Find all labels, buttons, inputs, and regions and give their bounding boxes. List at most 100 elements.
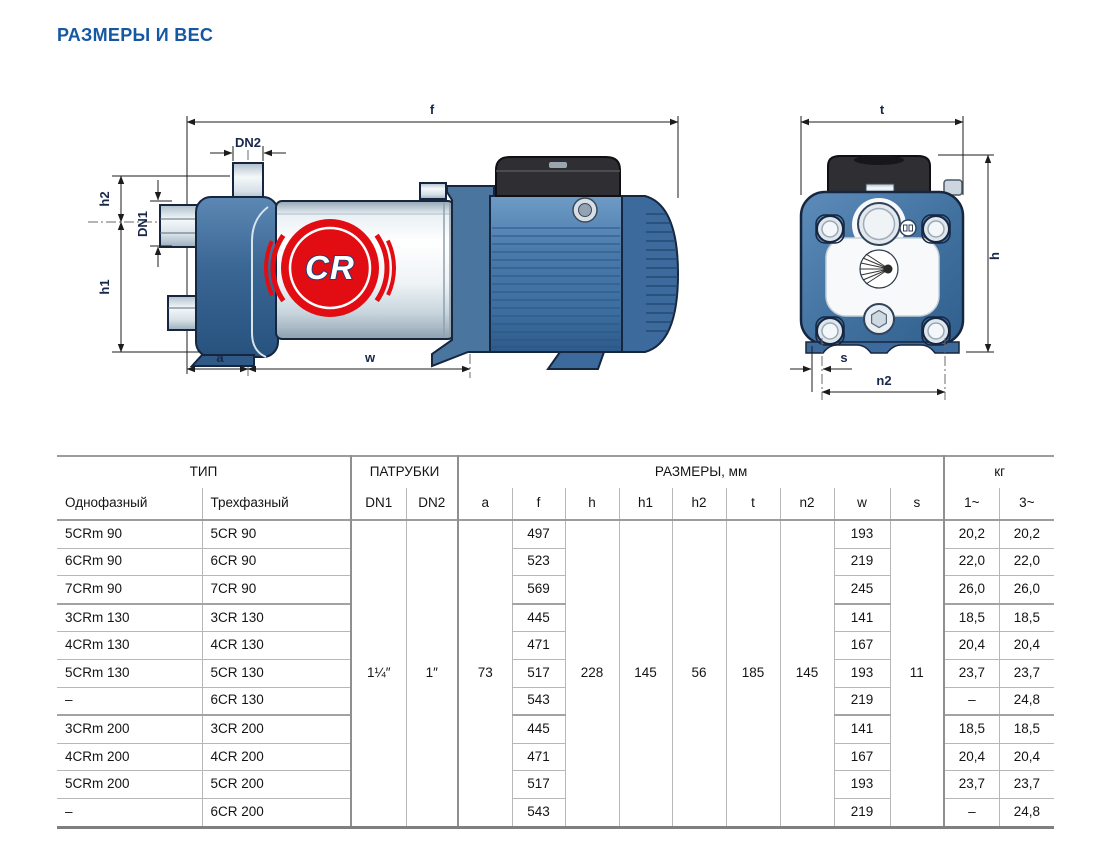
cell-three-phase: 5CR 200 [201, 770, 351, 799]
w-dim-label: w [364, 350, 376, 365]
cell-f: 543 [511, 797, 566, 828]
cell-f: 569 [511, 575, 566, 604]
cell-three-phase: 6CR 90 [201, 547, 351, 576]
rear-feet [805, 341, 960, 354]
dn2-dim-label: DN2 [235, 135, 261, 150]
pump-side-view: CR [159, 156, 680, 370]
col-header-f: f [511, 488, 566, 520]
cell-w: 167 [833, 631, 891, 660]
cell-kg-3ph: 23,7 [998, 658, 1055, 688]
h-dim-label: h [987, 252, 1002, 260]
col-header-dn1: DN1 [350, 488, 406, 520]
cell-f: 445 [511, 602, 566, 632]
cell-h1-shared: 145 [618, 518, 673, 828]
cell-single-phase: – [57, 686, 202, 716]
f-dim-label: f [430, 102, 435, 117]
cr-logo: CR [264, 202, 396, 334]
col-header-w: w [833, 488, 891, 520]
col-header-3ph-weight: 3~ [998, 488, 1055, 520]
cell-single-phase: 3CRm 200 [57, 714, 202, 744]
cell-f: 497 [511, 518, 566, 549]
table-row: 4CRm 130 4CR 130 471 167 20,4 20,4 [57, 631, 1055, 660]
terminal-box-top [854, 155, 904, 165]
cell-kg-3ph: 22,0 [998, 547, 1055, 576]
table-row: 5CRm 90 5CR 90 1¼″ 1″ 73 497 228 145 56 … [57, 518, 1055, 828]
table-row: 7CRm 90 7CR 90 569 245 26,0 26,0 [57, 575, 1055, 604]
cell-w: 193 [833, 770, 891, 799]
cell-three-phase: 5CR 130 [201, 658, 351, 688]
cell-kg-3ph: 20,4 [998, 742, 1055, 771]
cell-three-phase: 5CR 90 [201, 518, 351, 549]
dimensions-table: ТИП ПАТРУБКИ РАЗМЕРЫ, мм кг Однофазный Т… [57, 455, 1055, 829]
pump-dimension-drawings: CR f [88, 102, 1002, 400]
cell-s-shared: 11 [889, 518, 945, 828]
col-header-1ph-weight: 1~ [943, 488, 1000, 520]
cell-f: 471 [511, 742, 566, 771]
cell-kg-3ph: 18,5 [998, 602, 1055, 632]
cell-single-phase: 5CRm 130 [57, 658, 202, 688]
fan-cover [621, 195, 680, 353]
shaft-lines [860, 253, 890, 285]
table-row: 4CRm 200 4CR 200 471 167 20,4 20,4 [57, 742, 1055, 771]
cell-f: 471 [511, 631, 566, 660]
table-row: 5CRm 130 5CR 130 517 193 23,7 23,7 [57, 658, 1055, 688]
cell-t-shared: 185 [725, 518, 781, 828]
cell-h-shared: 228 [564, 518, 620, 828]
cell-w: 193 [833, 658, 891, 688]
fill-plug [419, 182, 447, 200]
cell-kg-3ph: 23,7 [998, 770, 1055, 799]
n2-dim-label: n2 [876, 373, 891, 388]
cr-logo-text: CR [305, 249, 355, 286]
cell-kg-1ph: 20,4 [943, 742, 1000, 771]
cell-dn2-shared: 1″ [405, 518, 459, 828]
cell-w: 219 [833, 686, 891, 716]
cell-f: 517 [511, 658, 566, 688]
cell-kg-3ph: 20,2 [998, 518, 1055, 549]
cell-w: 167 [833, 742, 891, 771]
cell-kg-1ph: – [943, 797, 1000, 828]
cell-three-phase: 6CR 200 [201, 797, 351, 828]
col-header-h1: h1 [618, 488, 673, 520]
s-dim-label: s [840, 350, 847, 365]
cell-f: 523 [511, 547, 566, 576]
cell-n2-shared: 145 [779, 518, 835, 828]
cell-w: 245 [833, 575, 891, 604]
rear-view-diagram: t [790, 102, 1002, 400]
t-dim-label: t [880, 102, 885, 117]
cell-w: 219 [833, 547, 891, 576]
col-header-s: s [889, 488, 945, 520]
col-header-three-phase: Трехфазный [201, 488, 351, 520]
cell-three-phase: 7CR 90 [201, 575, 351, 604]
cell-kg-1ph: 23,7 [943, 770, 1000, 799]
cell-kg-1ph: 18,5 [943, 714, 1000, 744]
bolt-holes [816, 215, 950, 345]
col-header-a: a [457, 488, 513, 520]
cell-three-phase: 6CR 130 [201, 686, 351, 716]
cell-kg-3ph: 24,8 [998, 686, 1055, 716]
cell-single-phase: 3CRm 130 [57, 602, 202, 632]
cell-w: 141 [833, 602, 891, 632]
motor-fins [492, 227, 620, 348]
cell-single-phase: 6CRm 90 [57, 547, 202, 576]
terminal-box-slot [549, 162, 567, 168]
table-row: 3CRm 130 3CR 130 445 141 18,5 18,5 [57, 602, 1055, 632]
col-header-dn2: DN2 [405, 488, 459, 520]
cell-three-phase: 3CR 130 [201, 602, 351, 632]
cell-kg-3ph: 24,8 [998, 797, 1055, 828]
col-header-h: h [564, 488, 620, 520]
motor-body [489, 195, 623, 353]
cell-single-phase: 4CRm 130 [57, 631, 202, 660]
cell-a-shared: 73 [457, 518, 513, 828]
table-row: 6CRm 90 6CR 90 523 219 22,0 22,0 [57, 547, 1055, 576]
page-title: РАЗМЕРЫ И ВЕС [57, 25, 214, 45]
cell-kg-1ph: 23,7 [943, 658, 1000, 688]
col-header-t: t [725, 488, 781, 520]
side-view-diagram: CR f [88, 102, 680, 378]
cell-kg-3ph: 26,0 [998, 575, 1055, 604]
cell-kg-1ph: 20,2 [943, 518, 1000, 549]
table-row: – 6CR 200 543 219 – 24,8 [57, 797, 1055, 828]
cell-h2-shared: 56 [671, 518, 727, 828]
cell-single-phase: 5CRm 200 [57, 770, 202, 799]
cell-f: 517 [511, 770, 566, 799]
